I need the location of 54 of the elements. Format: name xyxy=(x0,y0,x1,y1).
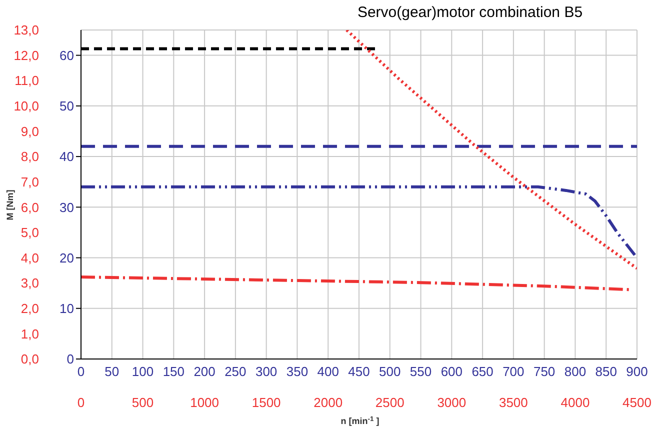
x-tick-label: 250 xyxy=(224,364,246,380)
y2-tick-label: 2,0 xyxy=(20,301,39,316)
x-tick-label: 850 xyxy=(595,364,617,380)
y2-tick-label: 11,0 xyxy=(14,73,39,88)
y-tick-label: 10 xyxy=(60,301,74,316)
x-tick-label: 450 xyxy=(348,364,370,380)
x-tick-label: 500 xyxy=(379,364,401,380)
x-tick-label: 400 xyxy=(317,364,339,380)
x2-tick-label: 3000 xyxy=(437,395,466,410)
x-tick-label: 100 xyxy=(132,364,154,380)
y2-tick-label: 6,0 xyxy=(20,200,39,215)
line-series xyxy=(345,30,637,270)
x-tick-label: 0 xyxy=(77,364,85,380)
x-tick-label: 300 xyxy=(255,364,278,380)
y2-tick-label: 4,0 xyxy=(20,250,39,266)
y2-tick-label: 1,0 xyxy=(20,326,39,342)
x2-tick-label: 500 xyxy=(132,395,154,410)
x2-tick-label: 1000 xyxy=(190,395,220,410)
x-tick-label: 550 xyxy=(410,364,432,380)
x-tick-label: 200 xyxy=(194,364,216,380)
x-tick-label: 800 xyxy=(564,364,586,380)
x-axis-title: n [min$^{-1}$] xyxy=(340,416,380,426)
x-tick-label: 900 xyxy=(626,364,648,380)
y-tick-label: 30 xyxy=(60,200,74,215)
x2-tick-label: 4500 xyxy=(622,395,652,410)
x2-tick-label: 1500 xyxy=(252,395,281,410)
x-tick-label: 50 xyxy=(104,364,120,380)
x2-tick-label: 4000 xyxy=(560,395,590,410)
x-tick-label: 700 xyxy=(502,364,524,380)
y2-axis-title: M [Nm] xyxy=(5,190,15,220)
y2-tick-label: 0,0 xyxy=(20,352,39,367)
y-tick-label: 50 xyxy=(60,98,74,114)
y2-tick-label: 7,0 xyxy=(20,174,39,190)
y2-tick-label: 5,0 xyxy=(20,225,39,240)
x-tick-label: 600 xyxy=(440,364,463,380)
y-tick-label: 40 xyxy=(60,149,74,164)
x2-tick-label: 3500 xyxy=(498,395,528,410)
y-tick-label: 20 xyxy=(60,250,74,266)
y2-tick-label: 9,0 xyxy=(20,124,39,139)
y-tick-label: 60 xyxy=(60,48,74,63)
y-tick-label: 0 xyxy=(66,352,74,367)
y2-tick-label: 13,0 xyxy=(14,22,39,38)
x2-tick-label: 2000 xyxy=(314,395,343,410)
x2-tick-label: 2500 xyxy=(375,395,404,410)
x2-tick-label: 0 xyxy=(77,395,85,410)
x-tick-label: 150 xyxy=(162,364,185,380)
x-tick-label: 650 xyxy=(472,364,494,380)
y2-tick-label: 12,0 xyxy=(14,48,39,63)
y2-tick-label: 10,0 xyxy=(14,98,39,114)
x-tick-label: 750 xyxy=(533,364,556,380)
x-tick-label: 350 xyxy=(286,364,308,380)
y2-tick-label: 8,0 xyxy=(20,149,39,164)
y2-tick-label: 3,0 xyxy=(20,276,39,291)
chart-title: Servo(gear)motor combination B5 xyxy=(356,4,584,21)
